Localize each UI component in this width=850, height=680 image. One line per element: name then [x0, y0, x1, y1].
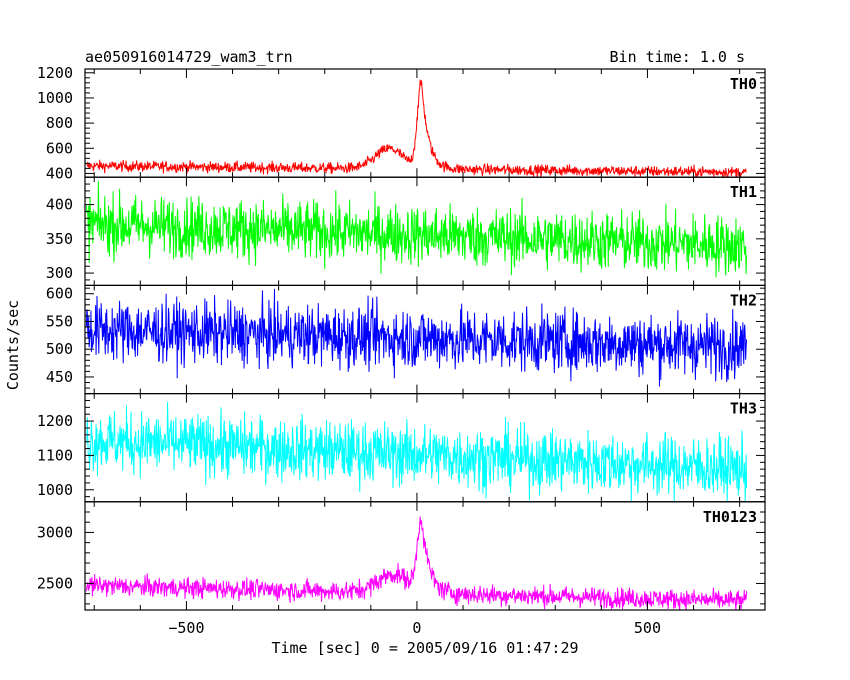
panels-group: 400 600 800 1000 1200 TH0 300 350 400 TH1 450 500 55…	[37, 64, 766, 611]
series-line-th0123	[85, 516, 748, 611]
y-tick-label: 1200	[37, 412, 73, 430]
panel-name-label: TH0123	[703, 508, 757, 526]
y-tick-label: 1200	[37, 64, 73, 82]
bin-time-label: Bin time: 1.0 s	[610, 48, 745, 66]
x-tick-label: 500	[634, 619, 661, 637]
y-tick-label: 800	[46, 114, 73, 132]
y-tick-label: 400	[46, 196, 73, 214]
panel-name-label: TH0	[730, 75, 757, 93]
y-tick-label: 1100	[37, 446, 73, 464]
chart-title: ae050916014729_wam3_trn	[85, 48, 293, 66]
y-tick-label: 3000	[37, 523, 73, 541]
series-line-th3	[85, 402, 748, 502]
panel-name-label: TH1	[730, 183, 757, 201]
panel-th0123: 2500 3000 TH0123	[37, 501, 766, 611]
y-axis-label: Counts/sec	[4, 300, 22, 390]
series-line-th2	[85, 288, 748, 387]
y-tick-label: 600	[46, 139, 73, 157]
panel-frame	[84, 501, 766, 611]
panel-th2: 450 500 550 600 TH2	[46, 285, 766, 395]
x-tick-label: 0	[412, 619, 421, 637]
panel-th1: 300 350 400 TH1	[46, 176, 766, 286]
y-tick-label: 400	[46, 164, 73, 182]
y-tick-label: 550	[46, 312, 73, 330]
panel-name-label: TH3	[730, 400, 757, 418]
y-tick-label: 1000	[37, 481, 73, 499]
y-tick-label: 600	[46, 285, 73, 303]
y-tick-label: 350	[46, 230, 73, 248]
y-tick-label: 300	[46, 264, 73, 282]
panel-name-label: TH2	[730, 291, 757, 309]
y-tick-label: 1000	[37, 89, 73, 107]
series-line-th0	[85, 79, 747, 179]
x-tick-label: −500	[168, 619, 204, 637]
panel-th3: 1000 1100 1200 TH3	[37, 393, 766, 503]
panel-th0: 400 600 800 1000 1200 TH0	[37, 64, 766, 182]
y-tick-label: 450	[46, 368, 73, 386]
panel-frame	[84, 68, 766, 178]
series-line-th1	[85, 180, 748, 278]
x-axis: −500 0 500	[168, 619, 661, 637]
x-axis-label: Time [sec] 0 = 2005/09/16 01:47:29	[271, 639, 578, 657]
y-tick-label: 500	[46, 340, 73, 358]
y-tick-label: 2500	[37, 574, 73, 592]
